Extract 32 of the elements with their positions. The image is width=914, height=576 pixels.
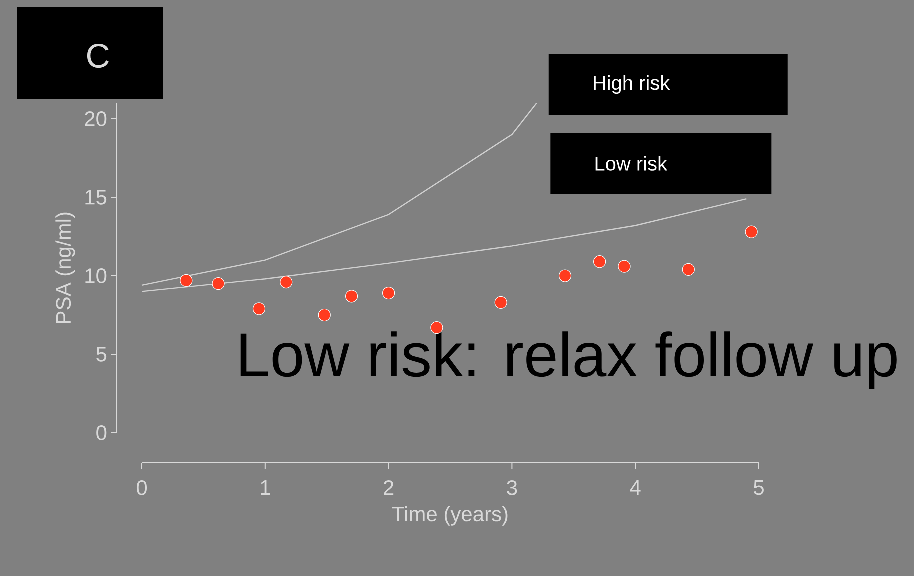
x-tick-label: 2 bbox=[384, 480, 394, 496]
y-tick-label: 20 bbox=[85, 112, 107, 126]
chart-title: C bbox=[87, 44, 109, 68]
x-tick-label: 3 bbox=[507, 480, 518, 496]
text: Low risk bbox=[596, 156, 668, 171]
x-tick-label: 1 bbox=[261, 480, 270, 495]
point bbox=[745, 226, 758, 238]
annotation: Low risk: relax follow up bbox=[240, 332, 897, 390]
point bbox=[494, 296, 508, 309]
line-series bbox=[141, 198, 748, 292]
point bbox=[180, 274, 193, 288]
line-series bbox=[141, 102, 538, 286]
x-tick-label: 0 bbox=[136, 480, 148, 496]
y-tick-label: 5 bbox=[96, 347, 107, 362]
point bbox=[382, 286, 396, 300]
point bbox=[280, 276, 293, 289]
y-axis-title: PSA (ng/ml) bbox=[56, 212, 76, 324]
point bbox=[618, 260, 631, 273]
x-tick-label: 5 bbox=[754, 480, 764, 496]
point bbox=[318, 308, 331, 322]
point bbox=[682, 263, 695, 276]
y-tick-label: 0 bbox=[96, 426, 107, 440]
x-axis-title: Time (years) bbox=[392, 506, 508, 526]
x-tick-label: 4 bbox=[630, 480, 641, 495]
y-tick-label: 15 bbox=[86, 190, 107, 205]
point bbox=[558, 270, 572, 282]
y-tick-label: 10 bbox=[86, 268, 107, 284]
point bbox=[594, 256, 606, 268]
point bbox=[345, 290, 358, 303]
point bbox=[252, 302, 266, 316]
text: High risk bbox=[594, 75, 670, 94]
point bbox=[212, 278, 225, 290]
